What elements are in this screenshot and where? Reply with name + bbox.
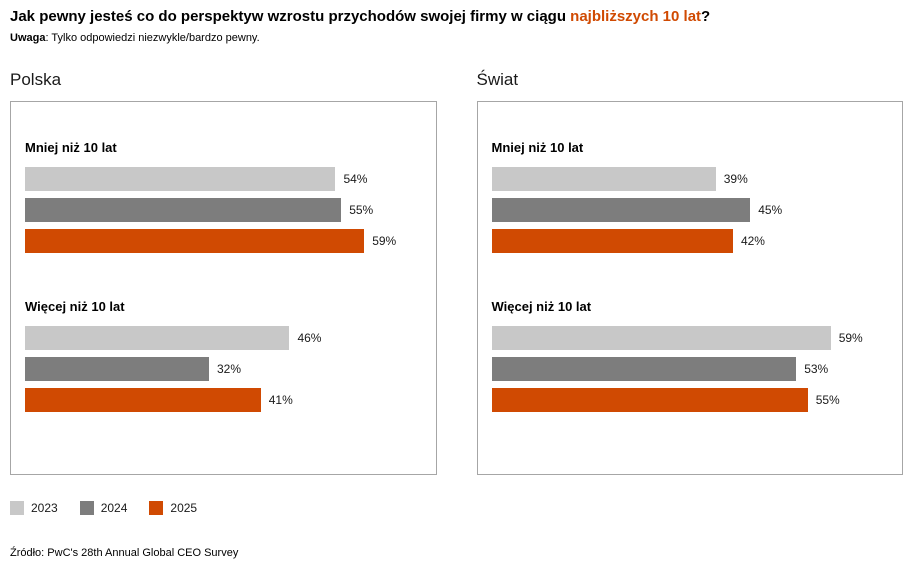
- bar-group: Mniej niż 10 lat 39% 45% 42%: [491, 139, 889, 253]
- title-suffix: ?: [701, 8, 711, 25]
- bar-2023: [25, 325, 290, 350]
- legend-label: 2023: [31, 500, 58, 515]
- bar-value-label: 46%: [297, 330, 322, 345]
- panel-title: Polska: [10, 69, 62, 89]
- bar-2023: [491, 166, 716, 191]
- bar-2024: [491, 197, 751, 222]
- bar-row-2023: 39%: [491, 166, 889, 191]
- bar-value-label: 54%: [343, 171, 368, 186]
- chart-panel: Polska Mniej niż 10 lat 54% 55% 59% Więcej ni…: [10, 70, 437, 475]
- chart-box: Mniej niż 10 lat 54% 55% 59% Więcej niż 10 l…: [10, 100, 437, 475]
- title-highlight: najbliższych 10 lat: [570, 8, 702, 25]
- bar-row-2025: 59%: [25, 228, 422, 253]
- bar-row-2024: 32%: [25, 356, 422, 381]
- bar-row-2023: 54%: [25, 166, 422, 191]
- legend: 2023 2024 2025: [10, 500, 903, 515]
- bar-2024: [25, 356, 209, 381]
- bar-row-2024: 55%: [25, 197, 422, 222]
- legend-swatch-2024: [79, 500, 94, 515]
- report-page: Jak pewny jesteś co do perspektyw wzrost…: [10, 8, 903, 559]
- source-text: Źródło: PwC's 28th Annual Global CEO Sur…: [10, 546, 239, 559]
- chart-panel: Świat Mniej niż 10 lat 39% 45% 42% Więcej niż…: [476, 69, 903, 475]
- bar-row-2023: 46%: [25, 325, 422, 350]
- bar-group: Więcej niż 10 lat 46% 32% 41%: [25, 299, 422, 412]
- chart-box: Mniej niż 10 lat 39% 45% 42% Więcej niż 10 l…: [476, 100, 903, 475]
- bar-2025: [491, 228, 733, 253]
- bar-value-label: 32%: [216, 361, 241, 376]
- legend-label: 2025: [170, 500, 198, 515]
- note-label: Uwaga: [10, 31, 46, 44]
- bar-value-label: 42%: [740, 233, 765, 248]
- legend-swatch-2025: [149, 500, 164, 515]
- bar-value-label: 55%: [349, 202, 374, 217]
- bar-value-label: 59%: [372, 233, 397, 248]
- bar-group-label: Mniej niż 10 lat: [25, 139, 117, 155]
- page-title: Jak pewny jesteś co do perspektyw wzrost…: [10, 8, 903, 27]
- note-body: : Tylko odpowiedzi niezwykle/bardzo pewn…: [45, 31, 260, 44]
- bar-value-label: 45%: [758, 202, 783, 217]
- bar-row-2025: 41%: [25, 387, 422, 412]
- title-main: Jak pewny jesteś co do perspektyw wzrost…: [10, 8, 571, 25]
- bar-group: Więcej niż 10 lat 59% 53% 55%: [491, 298, 889, 412]
- bar-value-label: 53%: [804, 361, 829, 376]
- bar-2024: [491, 356, 797, 381]
- bar-group-label: Więcej niż 10 lat: [491, 298, 592, 314]
- bar-value-label: 55%: [815, 392, 840, 407]
- bar-2025: [25, 228, 365, 253]
- bar-row-2024: 53%: [491, 356, 889, 381]
- chart-panels: Polska Mniej niż 10 lat 54% 55% 59% Więcej ni…: [10, 70, 903, 475]
- bar-value-label: 41%: [268, 392, 293, 407]
- bar-value-label: 39%: [723, 171, 748, 186]
- panel-title: Świat: [476, 69, 519, 89]
- bar-row-2025: 55%: [491, 387, 889, 412]
- bar-row-2024: 45%: [491, 197, 889, 222]
- bar-group-label: Więcej niż 10 lat: [25, 298, 125, 314]
- bar-row-2023: 59%: [491, 325, 889, 350]
- bar-2023: [491, 325, 831, 350]
- bar-2025: [491, 387, 808, 412]
- legend-item-2024: 2024: [79, 500, 128, 515]
- bar-group-label: Mniej niż 10 lat: [491, 139, 584, 155]
- legend-swatch-2023: [10, 500, 24, 515]
- bar-2025: [25, 387, 261, 412]
- legend-item-2025: 2025: [149, 500, 198, 515]
- bar-row-2025: 42%: [491, 228, 889, 253]
- note-text: Uwaga: Tylko odpowiedzi niezwykle/bardzo…: [10, 32, 903, 44]
- bar-2024: [25, 197, 342, 222]
- bar-value-label: 59%: [838, 330, 863, 345]
- legend-item-2023: 2023: [10, 500, 58, 515]
- legend-label: 2024: [100, 500, 128, 515]
- bar-2023: [25, 166, 336, 191]
- bar-group: Mniej niż 10 lat 54% 55% 59%: [25, 140, 422, 253]
